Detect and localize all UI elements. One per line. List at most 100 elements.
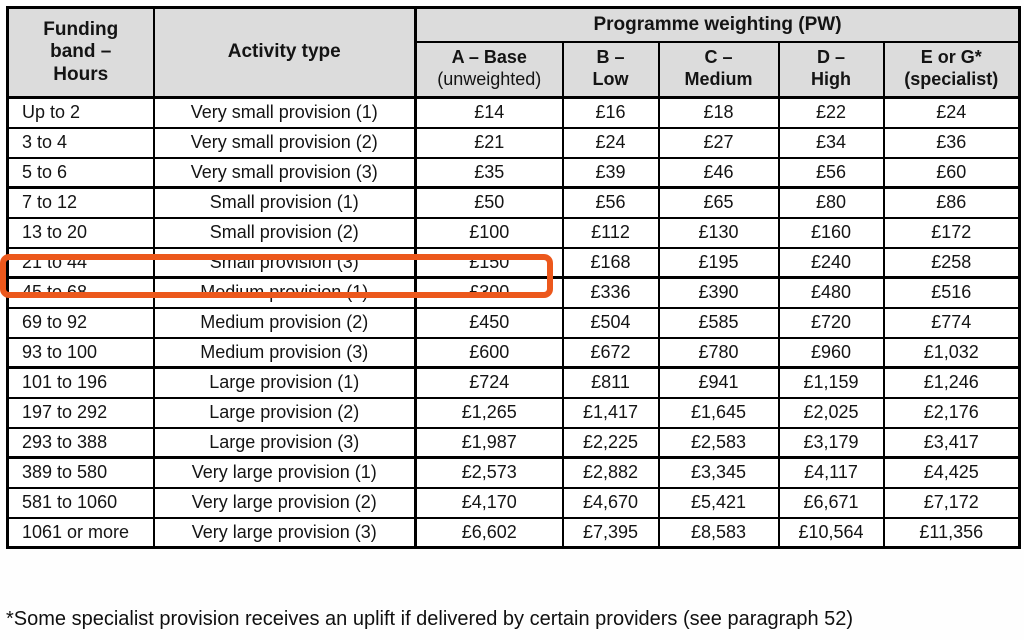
header-col-a-base-label: A – Base bbox=[451, 47, 527, 68]
activity-type-cell: Very large provision (3) bbox=[152, 516, 417, 549]
header-col-d-high-sublabel: High bbox=[811, 69, 851, 90]
table-row-highlighted: 21 to 44 Small provision (3) £150 £168 £195 £… bbox=[6, 246, 1021, 279]
header-col-c-medium-label: C – bbox=[704, 47, 733, 68]
rate-value-cell: £720 bbox=[777, 306, 885, 339]
header-col-d-high-label: D – bbox=[816, 47, 845, 68]
funding-band-cell: 93 to 100 bbox=[6, 336, 155, 369]
rate-value-cell: £941 bbox=[657, 366, 780, 399]
rate-value-cell: £24 bbox=[882, 96, 1021, 129]
rate-value-cell: £780 bbox=[657, 336, 780, 369]
activity-type-cell: Large provision (2) bbox=[152, 396, 417, 429]
activity-type-cell: Large provision (3) bbox=[152, 426, 417, 459]
header-activity-type: Activity type bbox=[152, 6, 417, 99]
rate-value-cell: £8,583 bbox=[657, 516, 780, 549]
rate-value-cell: £1,645 bbox=[657, 396, 780, 429]
activity-type-cell: Small provision (1) bbox=[152, 186, 417, 219]
table-row: 45 to 68 Medium provision (1) £300 £336 £390… bbox=[6, 276, 1021, 309]
rate-value-cell: £34 bbox=[777, 126, 885, 159]
activity-type-cell: Very small provision (1) bbox=[152, 96, 417, 129]
rate-value-cell: £6,671 bbox=[777, 486, 885, 519]
rate-value-cell: £172 bbox=[882, 216, 1021, 249]
rate-value-cell: £336 bbox=[561, 276, 660, 309]
rate-value-cell: £450 bbox=[414, 306, 564, 339]
rate-value-cell: £2,176 bbox=[882, 396, 1021, 429]
rate-value-cell: £480 bbox=[777, 276, 885, 309]
table-row: 13 to 20 Small provision (2) £100 £112 £130 £… bbox=[6, 216, 1021, 249]
rate-value-cell: £3,179 bbox=[777, 426, 885, 459]
rate-value-cell: £672 bbox=[561, 336, 660, 369]
rate-value-cell: £811 bbox=[561, 366, 660, 399]
header-col-e-or-g-sublabel: (specialist) bbox=[904, 69, 999, 90]
header-col-a-base-sublabel: (unweighted) bbox=[437, 69, 542, 90]
rate-value-cell: £1,265 bbox=[414, 396, 564, 429]
rate-value-cell: £130 bbox=[657, 216, 780, 249]
header-col-c-medium: C – Medium bbox=[657, 40, 780, 99]
table-row: 93 to 100 Medium provision (3) £600 £672 £78… bbox=[6, 336, 1021, 369]
activity-type-cell: Large provision (1) bbox=[152, 366, 417, 399]
activity-type-cell: Small provision (2) bbox=[152, 216, 417, 249]
funding-band-cell: 197 to 292 bbox=[6, 396, 155, 429]
rate-value-cell: £3,345 bbox=[657, 456, 780, 489]
rate-value-cell: £160 bbox=[777, 216, 885, 249]
rate-value-cell: £56 bbox=[561, 186, 660, 219]
funding-band-cell: 389 to 580 bbox=[6, 456, 155, 489]
table-row: 293 to 388 Large provision (3) £1,987 £2,22… bbox=[6, 426, 1021, 459]
table-row: 69 to 92 Medium provision (2) £450 £504 £585… bbox=[6, 306, 1021, 339]
rate-value-cell: £150 bbox=[414, 246, 564, 279]
funding-band-cell: 101 to 196 bbox=[6, 366, 155, 399]
funding-band-cell: 293 to 388 bbox=[6, 426, 155, 459]
header-col-c-medium-sublabel: Medium bbox=[684, 69, 753, 90]
rate-value-cell: £1,032 bbox=[882, 336, 1021, 369]
funding-band-cell: 3 to 4 bbox=[6, 126, 155, 159]
rate-value-cell: £1,987 bbox=[414, 426, 564, 459]
rate-value-cell: £1,417 bbox=[561, 396, 660, 429]
funding-band-cell: 21 to 44 bbox=[6, 246, 155, 279]
footnote: *Some specialist provision receives an u… bbox=[6, 608, 854, 630]
rate-value-cell: £516 bbox=[882, 276, 1021, 309]
rate-value-cell: £16 bbox=[561, 96, 660, 129]
funding-band-cell: 5 to 6 bbox=[6, 156, 155, 189]
rate-value-cell: £65 bbox=[657, 186, 780, 219]
funding-band-cell: Up to 2 bbox=[6, 96, 155, 129]
header-col-b-low-label: B – bbox=[596, 47, 625, 68]
rate-value-cell: £39 bbox=[561, 156, 660, 189]
table-row: 197 to 292 Large provision (2) £1,265 £1,41… bbox=[6, 396, 1021, 429]
rate-value-cell: £1,246 bbox=[882, 366, 1021, 399]
rate-value-cell: £35 bbox=[414, 156, 564, 189]
rate-value-cell: £3,417 bbox=[882, 426, 1021, 459]
rate-value-cell: £112 bbox=[561, 216, 660, 249]
rate-value-cell: £100 bbox=[414, 216, 564, 249]
activity-type-cell: Medium provision (1) bbox=[152, 276, 417, 309]
rate-value-cell: £14 bbox=[414, 96, 564, 129]
table-row: Up to 2 Very small provision (1) £14 £16 £18… bbox=[6, 96, 1021, 129]
rate-value-cell: £24 bbox=[561, 126, 660, 159]
rate-value-cell: £195 bbox=[657, 246, 780, 279]
rate-value-cell: £258 bbox=[882, 246, 1021, 279]
header-col-d-high: D – High bbox=[777, 40, 885, 99]
activity-type-cell: Very large provision (1) bbox=[152, 456, 417, 489]
activity-type-cell: Very large provision (2) bbox=[152, 486, 417, 519]
rate-value-cell: £18 bbox=[657, 96, 780, 129]
rate-value-cell: £240 bbox=[777, 246, 885, 279]
funding-band-cell: 1061 or more bbox=[6, 516, 155, 549]
table-row: 7 to 12 Small provision (1) £50 £56 £65 £80 £8… bbox=[6, 186, 1021, 219]
rate-value-cell: £1,159 bbox=[777, 366, 885, 399]
rate-value-cell: £5,421 bbox=[657, 486, 780, 519]
rate-value-cell: £46 bbox=[657, 156, 780, 189]
rate-value-cell: £22 bbox=[777, 96, 885, 129]
rate-value-cell: £86 bbox=[882, 186, 1021, 219]
rate-value-cell: £4,670 bbox=[561, 486, 660, 519]
activity-type-cell: Small provision (3) bbox=[152, 246, 417, 279]
activity-type-cell: Very small provision (2) bbox=[152, 126, 417, 159]
header-col-e-or-g-label: E or G* bbox=[920, 47, 982, 68]
funding-band-cell: 7 to 12 bbox=[6, 186, 155, 219]
funding-rates-table: Funding band – Hours Activity type Progr… bbox=[6, 6, 1022, 549]
rate-value-cell: £21 bbox=[414, 126, 564, 159]
header-row-group: Funding band – Hours Activity type Progr… bbox=[6, 6, 1021, 99]
rate-value-cell: £56 bbox=[777, 156, 885, 189]
rate-value-cell: £36 bbox=[882, 126, 1021, 159]
rate-value-cell: £600 bbox=[414, 336, 564, 369]
funding-band-cell: 581 to 1060 bbox=[6, 486, 155, 519]
table-row: 581 to 1060 Very large provision (2) £4,17… bbox=[6, 486, 1021, 519]
